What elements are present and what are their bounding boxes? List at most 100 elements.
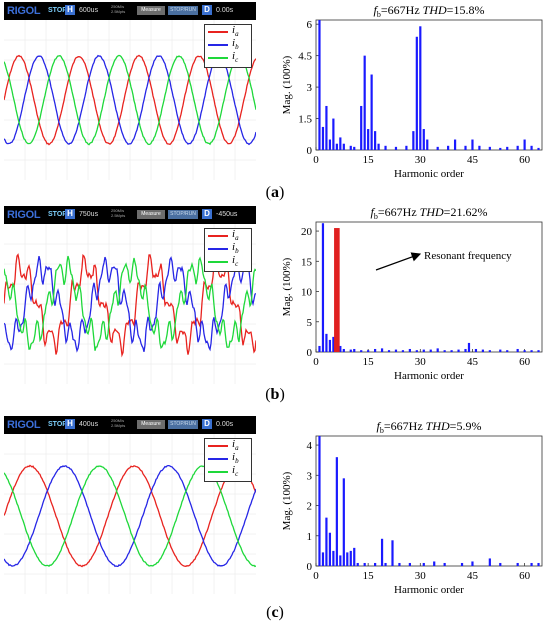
harmonic-bar [422,129,425,150]
y-tick-label: 0 [307,145,313,157]
harmonic-bar [398,562,401,566]
harmonic-bar [353,146,356,150]
legend-item-ic: ic [205,50,251,65]
harmonic-bar [450,350,453,352]
harmonic-spectrum-a: fb=667Hz THD=15.8%01.534.560 15 30 45 60Harm… [281,3,543,180]
harmonic-bar [349,550,352,566]
delay-key: D [202,419,212,429]
harmonic-bar [422,349,425,352]
harmonic-bar [537,350,540,352]
harmonic-bar [384,145,387,150]
harmonic-bar [353,547,356,566]
legend-swatch [208,248,228,250]
harmonic-bar [342,478,345,566]
scope-status: STOP [48,211,67,218]
harmonic-bar [318,436,321,566]
harmonic-bar [377,143,380,150]
legend-sub: b [235,247,239,256]
harmonic-bar [523,139,526,150]
y-tick-label: 15 [301,256,313,268]
legend-name: i [232,438,236,450]
harmonic-bar [321,223,325,352]
harmonic-bar [394,349,398,352]
legend-sub: a [235,30,239,39]
legend-name: i [232,24,236,36]
harmonic-bar [460,562,464,566]
harmonic-bar [374,131,377,150]
scope-screenshot-c: RIGOL STOP H 400us 250M/s 2.5Mpts Measur… [4,416,256,594]
delay-value: -450us [216,211,238,218]
harmonic-bar [374,562,377,566]
x-tick-label: 30 [415,356,427,368]
scope-screenshot-b: RIGOL STOP H 750us 250M/s 2.5Mpts Measur… [4,206,256,384]
harmonic-bar [464,145,467,150]
scope-status: STOP [48,421,67,428]
legend-item-ia: ia [205,228,251,242]
legend-name: i [232,37,236,49]
waveform-trace [4,54,256,146]
annotation-label: Resonant frequency [424,250,512,262]
legend-name: i [232,464,236,476]
waveform-trace [4,464,256,568]
harmonic-bar [481,349,484,352]
legend-swatch [208,458,228,460]
legend-swatch [208,44,228,46]
harmonic-bar [332,118,335,150]
scope-brand: RIGOL [7,419,41,431]
scope-toolbar: RIGOL STOP H 750us 250M/s 2.5Mpts Measur… [4,206,256,224]
harmonic-bar [464,348,467,352]
x-tick-label: 60 [519,154,531,166]
harmonic-bar [499,147,502,150]
harmonic-bar [412,131,415,150]
waveform-plot [4,434,256,594]
panel-letter: a [271,184,279,201]
legend-name: i [232,50,236,62]
harmonic-bar [321,126,325,150]
harmonic-bar [433,561,436,566]
harmonic-bar [318,345,321,352]
plot-frame [315,19,543,151]
horizontal-key: H [65,209,75,219]
legend-sub: c [235,56,239,65]
harmonic-bar [339,345,342,352]
delay-value: 0.00s [216,421,234,428]
y-tick-label: 5 [307,317,313,329]
legend-sub: a [235,444,239,453]
panel-label-b: (b) [265,386,285,403]
horizontal-scale: 750us [79,211,99,218]
legend-item-ib: ib [205,37,251,51]
scope-brand: RIGOL [7,5,41,17]
harmonic-bar [488,146,491,150]
waveform-trace [4,54,256,146]
harmonic-bar [415,36,418,150]
harmonic-bar [499,349,502,352]
harmonic-bar [530,350,533,352]
y-tick-label: 4.5 [298,51,312,63]
legend-sub: c [235,260,239,269]
scope-brand: RIGOL [7,209,41,221]
harmonic-bar [467,342,471,352]
harmonic-bar [415,350,418,352]
delay-key: D [202,209,212,219]
harmonic-bar [436,348,439,352]
harmonic-bar [499,562,502,566]
x-tick-label: 60 [519,356,531,368]
y-tick-label: 10 [301,287,313,299]
harmonic-bar [394,146,398,150]
resonant-bar [334,228,340,352]
scope-screen [4,224,256,384]
harmonic-bar [401,350,405,352]
harmonic-bar [325,105,328,150]
plot-frame [315,435,543,567]
waveform-trace [4,254,256,353]
sample-rate: 250M/s 2.5Mpts [111,418,126,428]
harmonic-bar [374,348,377,352]
x-tick-label: 15 [363,570,375,582]
harmonic-bar [426,139,429,150]
run-stop-indicator: STOP/RUN [168,420,198,429]
harmonic-bar [419,26,422,151]
harmonic-bar [384,562,387,566]
x-tick-label: 15 [363,356,375,368]
x-tick-label: 30 [415,570,427,582]
legend-name: i [232,451,236,463]
